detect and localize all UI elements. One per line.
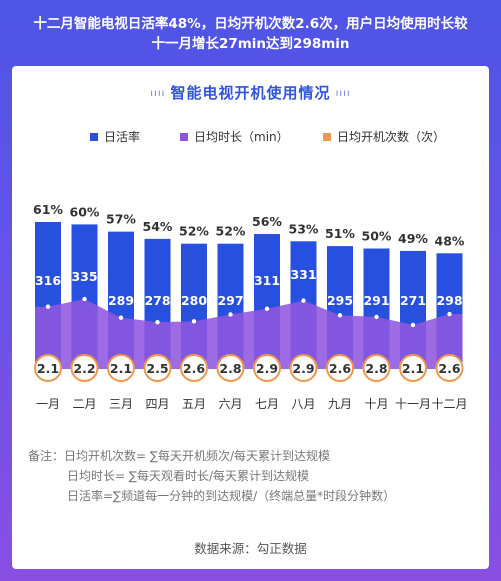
duration-value-label: 278 — [144, 293, 170, 308]
open-count-marker — [399, 354, 427, 382]
open-count-label: 2.6 — [329, 361, 351, 376]
headline-line-2: 十一月增长27min达到298min — [151, 36, 350, 52]
legend-swatch — [180, 133, 188, 141]
open-count-marker — [34, 354, 62, 382]
chart-title-row: ıııı 智能电视开机使用情况 ıııı — [12, 82, 489, 103]
duration-value-label: 289 — [108, 293, 134, 308]
bar-value-label: 57% — [106, 212, 136, 227]
open-count-marker — [107, 354, 135, 382]
open-count-label: 2.9 — [292, 361, 314, 376]
x-tick-label: 五月 — [182, 397, 206, 411]
open-count-label: 2.2 — [73, 361, 95, 376]
bar-value-label: 51% — [325, 226, 355, 241]
duration-value-label: 311 — [254, 273, 280, 288]
open-count-label: 2.6 — [438, 361, 460, 376]
x-tick-label: 十二月 — [431, 397, 467, 411]
bar-value-label: 49% — [398, 231, 428, 246]
duration-point — [45, 304, 51, 309]
duration-point — [155, 319, 160, 325]
open-count-marker — [362, 354, 391, 382]
duration-point — [337, 313, 343, 318]
duration-area — [35, 299, 463, 369]
note-line-1: 备注：日均开机次数= ∑每天开机频次/每天累计到达规模 — [28, 449, 331, 463]
x-tick-label: 三月 — [109, 397, 133, 411]
bar-value-label: 60% — [70, 204, 100, 219]
title-decoration-left-icon: ıııı — [150, 88, 166, 99]
open-count-marker — [435, 354, 464, 382]
duration-point — [374, 314, 379, 320]
open-count-label: 2.9 — [256, 361, 278, 376]
duration-point — [447, 311, 452, 317]
open-count-marker — [253, 354, 281, 382]
bar-value-label: 54% — [143, 219, 173, 234]
open-count-marker — [289, 354, 318, 382]
chart-card: ıııı 智能电视开机使用情况 ıııı 日活率 日均时长（min） 日均开机次数（… — [12, 66, 489, 569]
duration-value-label: 291 — [363, 293, 389, 308]
x-tick-label: 十月 — [364, 397, 388, 411]
x-tick-label: 八月 — [291, 397, 315, 411]
bar-value-label: 48% — [435, 233, 465, 248]
open-count-label: 2.6 — [183, 361, 205, 376]
bar-value-label: 61% — [33, 202, 63, 217]
x-tick-label: 二月 — [72, 397, 96, 411]
legend-label: 日均时长（min） — [194, 130, 289, 144]
title-decoration-right-icon: ıııı — [335, 88, 351, 99]
x-tick-label: 九月 — [328, 397, 352, 411]
chart-svg: 日活率 日均时长（min） 日均开机次数（次） 61% 60% 57% 54% 52% 52% 5… — [33, 129, 467, 411]
open-count-marker — [326, 354, 354, 382]
x-tick-label: 六月 — [218, 397, 242, 411]
duration-value-label: 271 — [400, 293, 426, 308]
duration-value-label: 316 — [35, 273, 61, 288]
duration-point — [191, 319, 197, 324]
bar-value-label: 53% — [289, 221, 319, 236]
open-count-label: 2.8 — [219, 361, 241, 376]
headline-line-1: 十二月智能电视日活率48%，日均开机次数2.6次，用户日均使用时长较 — [33, 16, 468, 32]
x-tick-label: 一月 — [36, 397, 60, 411]
duration-point — [228, 312, 233, 317]
open-count-label: 2.1 — [37, 361, 59, 376]
note-line-2: 日均时长= ∑每天观看时长/每天累计到达规模 — [67, 469, 309, 483]
x-tick-label: 四月 — [145, 397, 169, 411]
bar-value-label: 56% — [252, 214, 282, 229]
data-source: 数据来源：勾正数据 — [194, 541, 307, 556]
chart-title: 智能电视开机使用情况 — [170, 84, 331, 102]
duration-point — [410, 322, 416, 328]
open-count-label: 2.1 — [110, 361, 132, 376]
duration-point — [301, 298, 306, 303]
duration-value-label: 335 — [71, 269, 97, 284]
open-count-marker — [70, 354, 99, 382]
legend-label: 日活率 — [104, 129, 140, 144]
note-line-3: 日活率=∑频道每一分钟的到达规模/（终端总量*时段分钟数） — [67, 489, 396, 503]
duration-value-label: 331 — [290, 267, 316, 282]
bar-value-label: 52% — [179, 224, 209, 239]
bar-value-label: 50% — [362, 229, 392, 244]
open-count-marker — [216, 354, 245, 382]
bar-value-label: 52% — [216, 224, 246, 239]
duration-value-label: 298 — [436, 293, 462, 308]
duration-value-label: 280 — [181, 293, 207, 308]
x-tick-label: 十一月 — [395, 397, 431, 411]
legend-swatch — [323, 133, 331, 141]
open-count-label: 2.1 — [402, 361, 424, 376]
duration-point — [82, 296, 87, 302]
open-count-label: 2.8 — [365, 361, 387, 376]
open-count-marker — [180, 354, 208, 382]
open-count-marker — [143, 354, 172, 382]
legend-label: 日均开机次数（次） — [337, 129, 445, 144]
legend-swatch — [90, 133, 98, 141]
headline: 十二月智能电视日活率48%，日均开机次数2.6次，用户日均使用时长较 十一月增长… — [0, 14, 501, 54]
duration-point — [118, 315, 124, 320]
duration-value-label: 297 — [217, 293, 243, 308]
duration-point — [264, 306, 270, 311]
duration-value-label: 295 — [327, 293, 353, 308]
x-tick-label: 七月 — [255, 397, 279, 411]
open-count-label: 2.5 — [146, 361, 168, 376]
